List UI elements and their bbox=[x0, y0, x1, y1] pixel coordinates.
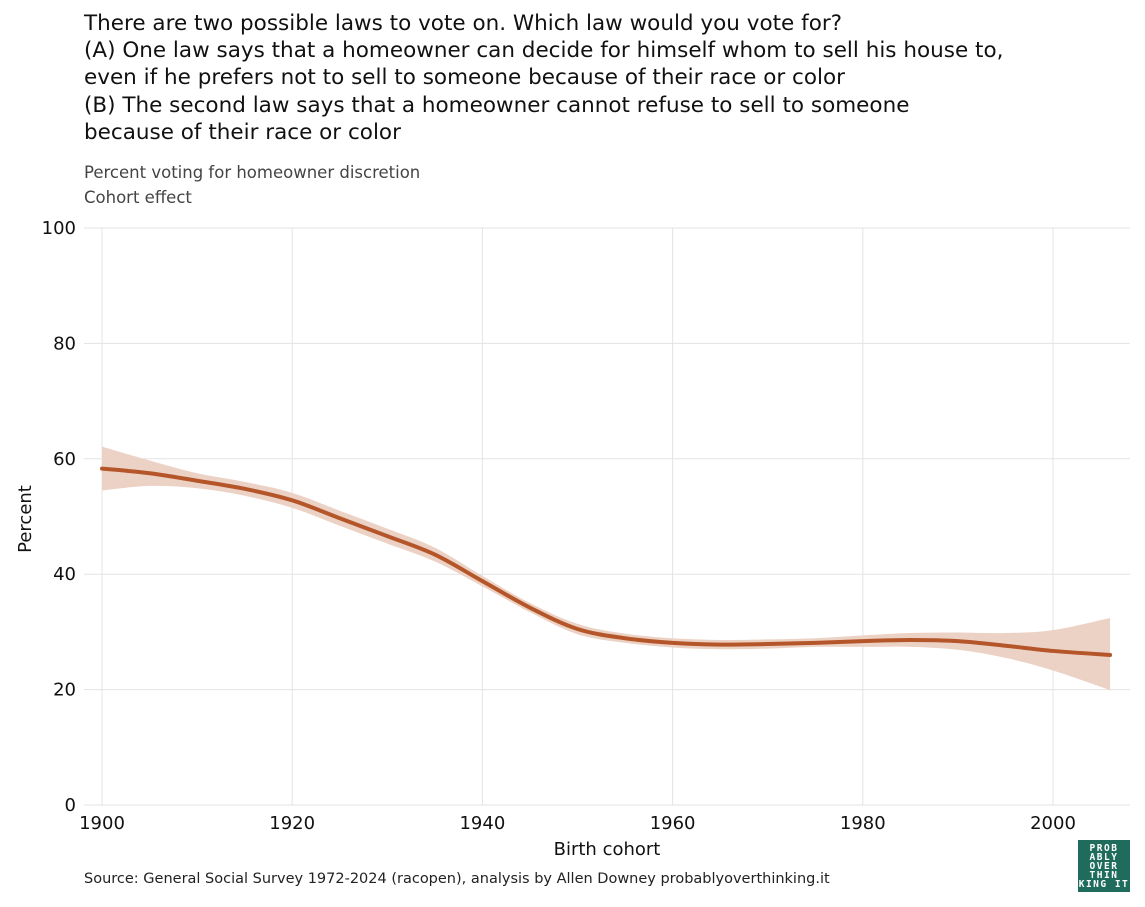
series-line bbox=[100, 466, 1113, 657]
x-tick-label: 2000 bbox=[1030, 813, 1076, 834]
logo-line-1: PROB bbox=[1089, 842, 1119, 854]
title-line-1: There are two possible laws to vote on. … bbox=[84, 11, 843, 36]
tick-labels: 0 20 40 60 80 100 1900 1920 1940 1960 1980 2000 bbox=[42, 218, 1076, 834]
y-tick-label: 20 bbox=[53, 680, 76, 701]
logo-line-5: KING IT bbox=[1078, 878, 1130, 890]
y-tick-label: 60 bbox=[53, 449, 76, 470]
logo-line-2: ABLY bbox=[1089, 851, 1119, 863]
chart-title: There are two possible laws to vote on. … bbox=[84, 10, 1124, 146]
confidence-band-group bbox=[102, 446, 1111, 691]
confidence-band bbox=[102, 446, 1111, 691]
title-line-4: (B) The second law says that a homeowner… bbox=[84, 92, 910, 118]
x-tick-label: 1980 bbox=[840, 813, 886, 834]
x-tick-label: 1900 bbox=[79, 813, 125, 834]
chart-subtitle: Percent voting for homeowner discretion … bbox=[84, 160, 420, 210]
grid-lines bbox=[84, 227, 1130, 806]
x-tick-label: 1940 bbox=[459, 813, 505, 834]
subtitle-line-2: Cohort effect bbox=[84, 188, 192, 207]
x-axis-label: Birth cohort bbox=[554, 839, 661, 860]
y-tick-label: 80 bbox=[53, 333, 76, 354]
x-tick-label: 1920 bbox=[269, 813, 315, 834]
title-line-2: (A) One law says that a homeowner can de… bbox=[84, 38, 1004, 64]
series-line-group bbox=[100, 466, 1113, 657]
brand-logo: PROB ABLY OVER THIN KING IT bbox=[1078, 840, 1130, 892]
title-line-5: because of their race or color bbox=[84, 119, 401, 145]
x-tick-label: 1960 bbox=[650, 813, 696, 834]
title-line-3: even if he prefers not to sell to someon… bbox=[84, 65, 845, 91]
subtitle-line-1: Percent voting for homeowner discretion bbox=[84, 163, 421, 182]
y-tick-label: 100 bbox=[42, 218, 76, 239]
y-tick-label: 0 bbox=[65, 795, 76, 816]
source-note: Source: General Social Survey 1972-2024 … bbox=[84, 871, 830, 887]
y-axis-label: Percent bbox=[15, 485, 36, 553]
logo-line-3: OVER bbox=[1089, 860, 1119, 872]
logo-line-4: THIN bbox=[1089, 869, 1119, 881]
y-tick-label: 40 bbox=[53, 564, 76, 585]
